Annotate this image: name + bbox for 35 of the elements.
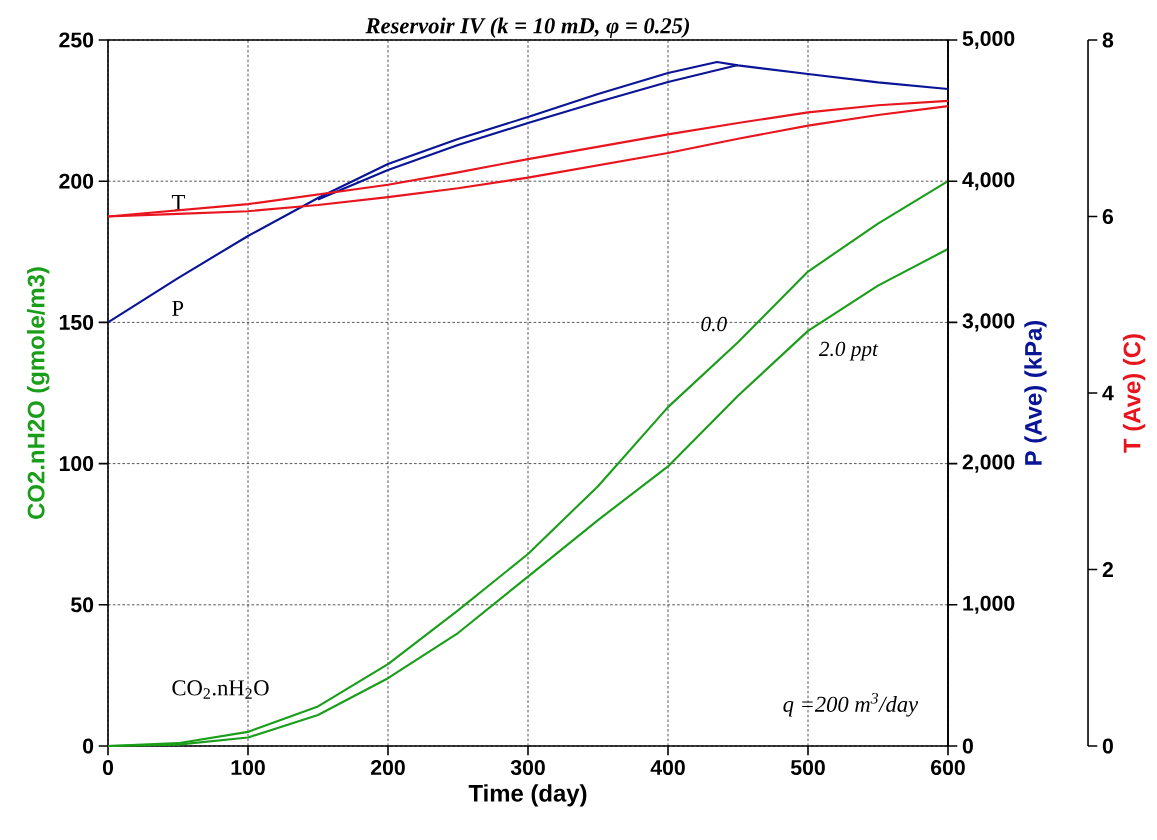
y-tick-label: 250 [59, 32, 94, 48]
y-tick-label: 100 [59, 456, 94, 472]
x-tick-label: 0 [102, 760, 114, 776]
x-tick-label: 500 [790, 760, 825, 776]
y3-axis-title: T (Ave) (C) [1122, 334, 1146, 453]
y2-tick-label: 2,000 [962, 454, 1015, 473]
y2-axis-title: P (Ave) (kPa) [1024, 320, 1047, 465]
y3-tick-label: 4 [1102, 385, 1114, 401]
y3-tick-label: 8 [1102, 32, 1114, 48]
x-axis-title: Time (day) [468, 784, 587, 807]
y3-tick-label: 0 [1102, 738, 1113, 754]
y2-tick-label: 0 [962, 738, 973, 754]
y-tick-label: 200 [59, 173, 94, 189]
y-tick-label: 50 [71, 597, 94, 613]
x-tick-label: 300 [510, 760, 545, 776]
annotation: T [171, 194, 185, 210]
x-tick-label: 200 [371, 760, 405, 776]
y2-tick-label: 4,000 [962, 172, 1015, 191]
annotation: q =200 m$^{3}$/day [783, 692, 919, 717]
x-tick-label: 400 [650, 760, 685, 776]
y2-tick-label: 3,000 [962, 313, 1015, 332]
y3-tick-label: 2 [1102, 562, 1113, 577]
chart-title: Reservoir IV (k = 10 mD, φ = 0.25) [365, 17, 690, 38]
annotation: P [172, 300, 184, 316]
x-tick-label: 600 [931, 760, 965, 776]
y2-tick-label: 1,000 [963, 595, 1015, 614]
y3-tick-label: 6 [1102, 208, 1114, 225]
y2-tick-label: 5,000 [962, 30, 1015, 50]
y-tick-label: 0 [83, 738, 94, 754]
x-tick-label: 100 [231, 760, 265, 776]
series-label: 0.0 [701, 316, 727, 332]
series-label: 2.0 ppt [818, 341, 879, 361]
y-tick-label: 150 [59, 314, 94, 330]
annotation: CO$_{2}$.nH$_{2}$O [172, 680, 269, 699]
y-axis-title: CO2.nH2O (gmole/m3) [27, 267, 50, 519]
